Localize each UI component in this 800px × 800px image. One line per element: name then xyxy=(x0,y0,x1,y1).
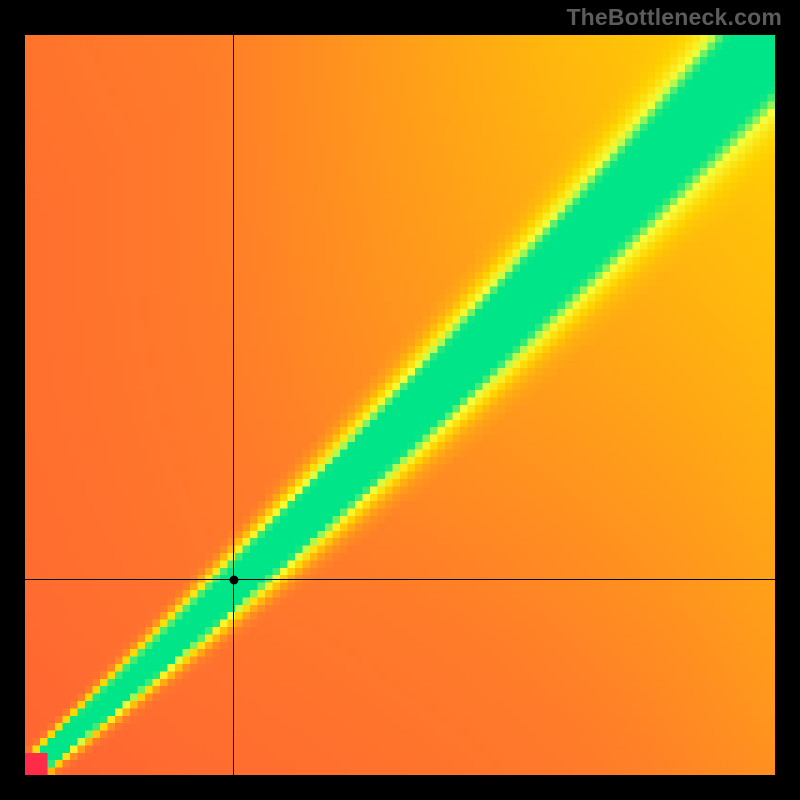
heatmap-plot xyxy=(25,35,775,775)
chart-container: TheBottleneck.com xyxy=(0,0,800,800)
watermark-text: TheBottleneck.com xyxy=(566,4,782,31)
heatmap-canvas xyxy=(25,35,775,775)
